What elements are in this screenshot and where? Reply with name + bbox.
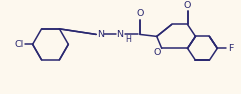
Text: Cl: Cl	[14, 40, 23, 49]
Text: O: O	[184, 1, 191, 10]
Text: O: O	[136, 9, 144, 18]
Text: H: H	[125, 35, 131, 44]
Text: F: F	[228, 44, 234, 53]
Text: N: N	[116, 30, 123, 39]
Text: N: N	[97, 30, 104, 39]
Text: O: O	[153, 48, 161, 57]
